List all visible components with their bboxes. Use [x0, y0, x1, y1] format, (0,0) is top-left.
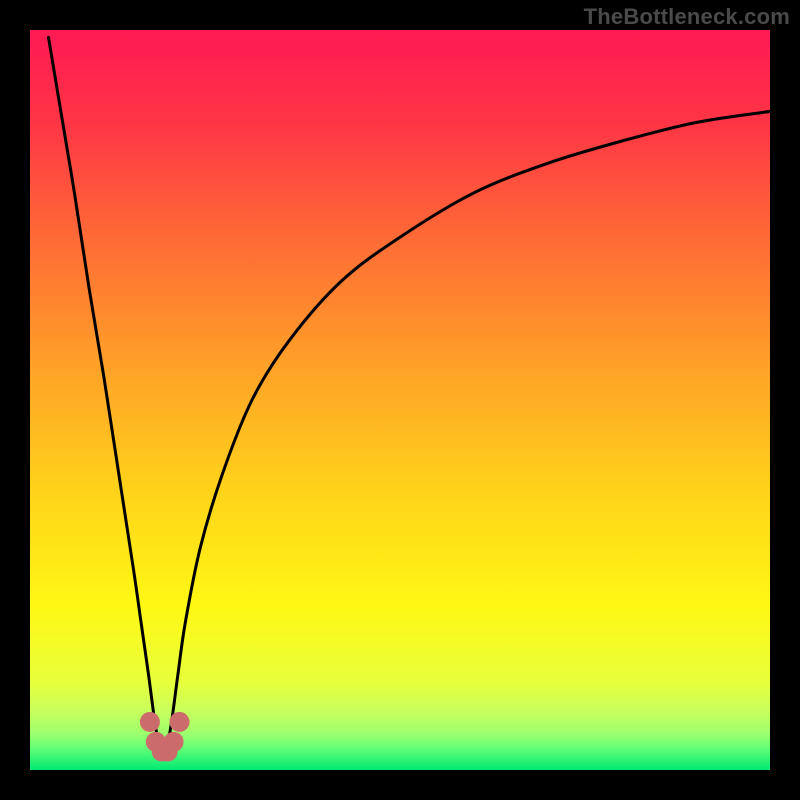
- bottleneck-chart: [0, 0, 800, 800]
- minimum-marker: [164, 732, 184, 752]
- chart-container: TheBottleneck.com: [0, 0, 800, 800]
- minimum-marker: [140, 712, 160, 732]
- chart-background: [30, 30, 770, 770]
- watermark-text: TheBottleneck.com: [584, 4, 790, 30]
- minimum-marker: [169, 712, 189, 732]
